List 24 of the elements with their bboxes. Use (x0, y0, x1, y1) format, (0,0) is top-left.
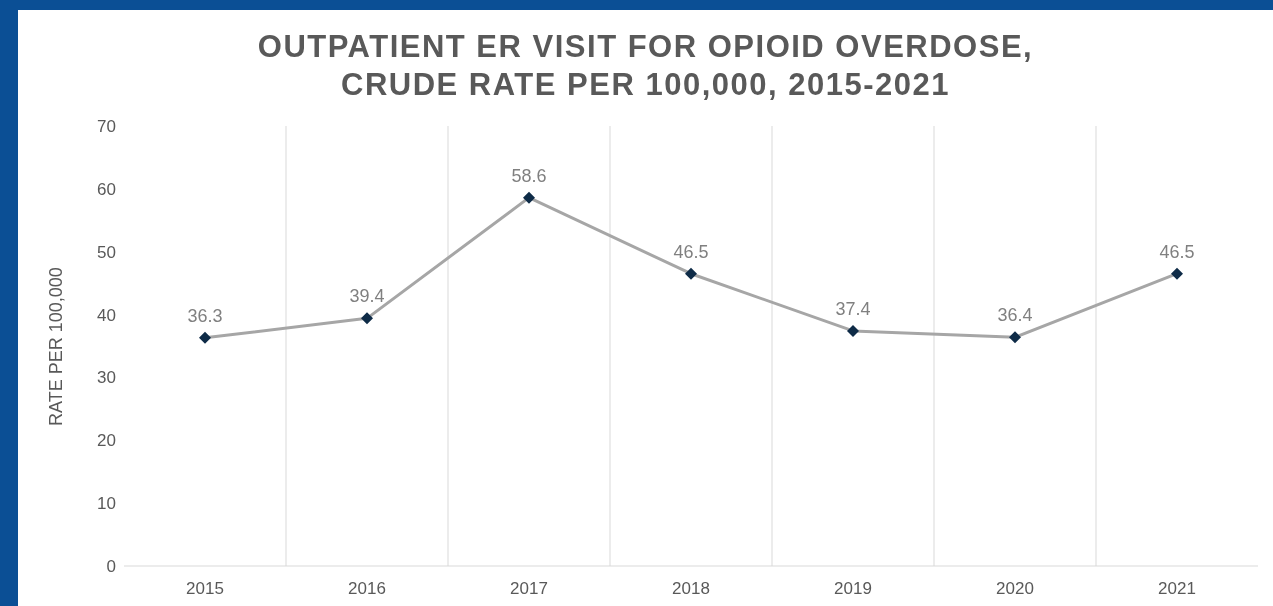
x-tick-label: 2019 (834, 579, 872, 599)
x-tick-label: 2021 (1158, 579, 1196, 599)
y-axis-title: RATE PER 100,000 (46, 267, 67, 426)
x-tick-label: 2018 (672, 579, 710, 599)
data-label: 39.4 (349, 286, 385, 307)
y-tick-label: 60 (97, 179, 116, 199)
x-tick-label: 2016 (348, 579, 386, 599)
y-tick-label: 20 (97, 431, 116, 451)
y-tick-label: 10 (97, 494, 116, 514)
data-label: 36.4 (997, 305, 1033, 326)
chart-title: OUTPATIENT ER VISIT FOR OPIOID OVERDOSE, CRUDE RATE PER 100,000, 2015-2021 (256, 28, 1035, 104)
data-label: 36.3 (187, 305, 223, 326)
y-tick-label: 30 (97, 368, 116, 388)
y-tick-label: 40 (97, 305, 116, 325)
data-label: 46.5 (673, 241, 709, 262)
y-tick-label: 0 (106, 557, 116, 577)
y-tick-label: 70 (97, 117, 116, 137)
data-label: 46.5 (1159, 241, 1195, 262)
x-tick-label: 2020 (996, 579, 1034, 599)
y-tick-label: 50 (97, 242, 116, 262)
data-label: 37.4 (835, 298, 871, 319)
x-tick-label: 2015 (186, 579, 224, 599)
x-tick-label: 2017 (510, 579, 548, 599)
data-label: 58.6 (511, 165, 547, 186)
